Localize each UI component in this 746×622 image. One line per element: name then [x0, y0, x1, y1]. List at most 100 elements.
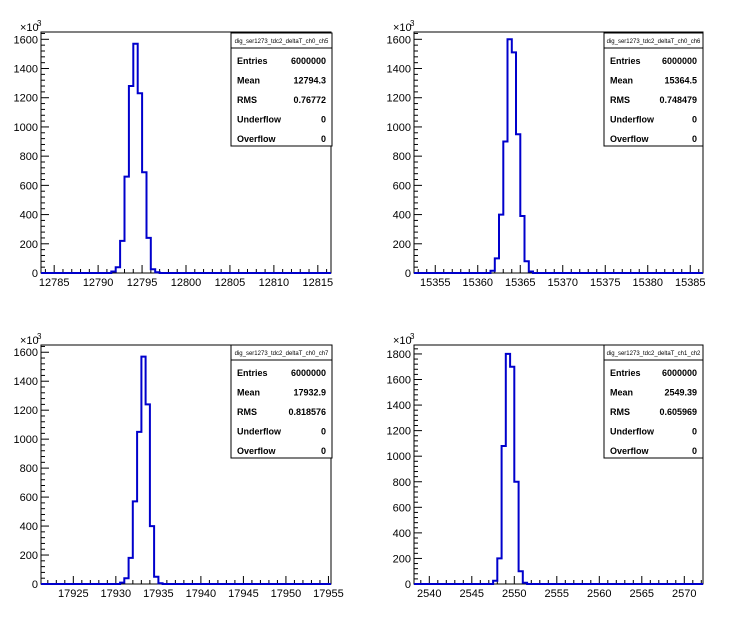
histogram-bin: [146, 404, 150, 584]
y-multiplier-exponent: 3: [410, 332, 415, 341]
stats-value: 0: [692, 427, 697, 437]
y-tick-label: 600: [393, 502, 411, 514]
y-multiplier-label: ×10: [20, 335, 39, 347]
x-tick-label: 2540: [417, 588, 441, 600]
histogram-bin: [129, 558, 133, 584]
histogram-panel-2: 15355 15360 15365 15370 15375 15380 15385 0 200 4…: [387, 19, 706, 289]
x-tick-label: 17925: [58, 588, 89, 600]
y-tick-label: 200: [393, 239, 411, 251]
histogram-bin: [502, 446, 506, 584]
y-tick-label: 400: [393, 210, 411, 222]
histogram-bin: [508, 39, 512, 273]
x-tick-label: 15365: [505, 277, 536, 289]
histogram-bin: [124, 177, 128, 273]
stats-label: Entries: [237, 368, 268, 378]
stats-value: 0: [321, 115, 326, 125]
y-tick-label: 1600: [14, 34, 38, 46]
stats-box-title: dig_ser1273_tdc2_deltaT_ch0_ch5: [235, 39, 329, 45]
histogram-panel-4: 2540 2545 2550 2555 2560 2565 2570 0 200 400 600 80…: [387, 332, 704, 600]
y-tick-label: 400: [393, 528, 411, 540]
y-tick-label: 600: [20, 180, 38, 192]
y-tick-label: 0: [405, 579, 411, 591]
histogram-bin: [519, 571, 523, 584]
stats-label: RMS: [237, 407, 257, 417]
y-tick-label: 0: [32, 579, 38, 591]
histogram-panel-3: 17925 17930 17935 17940 17945 17950 17955 0 200 4…: [14, 332, 344, 600]
histogram-bin: [150, 526, 154, 584]
histogram-bin: [142, 172, 146, 273]
stats-label: Underflow: [237, 427, 282, 437]
stats-label: Mean: [610, 76, 633, 86]
y-tick-label: 1400: [387, 64, 411, 76]
y-tick-label: 1400: [387, 400, 411, 412]
y-tick-label: 1600: [14, 347, 38, 359]
histogram-bin: [133, 44, 137, 273]
histogram-bin: [120, 583, 124, 584]
stats-box: dig_ser1273_tdc2_deltaT_ch1_ch2 Entries 60…: [603, 344, 704, 459]
stats-label: Entries: [610, 56, 641, 66]
stats-value: 6000000: [662, 56, 697, 66]
histogram-bin: [499, 215, 503, 273]
x-tick-label: 17950: [271, 588, 302, 600]
stats-box-frame: [230, 344, 333, 459]
x-tick-label: 12805: [215, 277, 246, 289]
stats-label: Overflow: [237, 134, 277, 144]
y-tick-label: 600: [393, 180, 411, 192]
y-tick-label: 1200: [14, 93, 38, 105]
y-tick-label: 800: [393, 477, 411, 489]
stats-label: RMS: [610, 95, 630, 105]
stats-label: Overflow: [610, 134, 650, 144]
y-multiplier-label: ×10: [393, 335, 412, 347]
histogram-bin: [523, 583, 527, 584]
stats-value: 12794.3: [293, 76, 326, 86]
histogram-bin: [133, 501, 137, 584]
y-multiplier-label: ×10: [393, 22, 412, 34]
histogram-bin: [138, 93, 142, 273]
histogram-bin: [129, 86, 133, 273]
histogram-bin: [491, 271, 495, 273]
histogram-panel-1: 12785 12790 12795 12800 12805 12810 12815 0 200 4…: [14, 19, 334, 289]
y-tick-label: 0: [32, 268, 38, 280]
stats-box-title: dig_ser1273_tdc2_deltaT_ch0_ch6: [607, 39, 701, 45]
histogram-line: [414, 38, 703, 274]
histogram-bin: [124, 578, 128, 584]
histogram-line: [41, 355, 331, 585]
y-multiplier-exponent: 3: [410, 19, 415, 28]
y-tick-label: 1800: [387, 349, 411, 361]
x-tick-label: 17955: [313, 588, 344, 600]
histogram-bin: [529, 272, 533, 273]
histogram-bin: [141, 357, 145, 584]
stats-label: Mean: [237, 388, 260, 398]
histogram-bin: [154, 577, 158, 584]
y-tick-label: 400: [20, 521, 38, 533]
histogram-bin: [155, 272, 159, 273]
stats-value: 0.76772: [293, 95, 326, 105]
y-tick-label: 0: [405, 268, 411, 280]
y-tick-label: 1000: [387, 451, 411, 463]
y-tick-label: 1200: [387, 93, 411, 105]
histogram-bin: [512, 52, 516, 273]
stats-label: Entries: [237, 56, 268, 66]
y-tick-label: 200: [20, 550, 38, 562]
stats-label: Underflow: [610, 427, 655, 437]
stats-value: 0: [692, 115, 697, 125]
stats-label: Mean: [237, 76, 260, 86]
stats-box-frame: [603, 32, 704, 147]
histogram-bin: [495, 258, 499, 273]
stats-value: 0: [321, 134, 326, 144]
x-tick-label: 17930: [101, 588, 132, 600]
histogram-bin: [120, 241, 124, 273]
histogram-bin: [151, 269, 155, 273]
histogram-bin: [525, 261, 529, 273]
x-tick-label: 12785: [39, 277, 70, 289]
y-tick-label: 1200: [387, 426, 411, 438]
stats-value: 0: [692, 446, 697, 456]
y-tick-label: 1600: [387, 34, 411, 46]
stats-value: 0.818576: [288, 407, 326, 417]
x-tick-label: 15375: [590, 277, 621, 289]
stats-label: Overflow: [237, 446, 277, 456]
y-tick-label: 1200: [14, 405, 38, 417]
y-tick-label: 200: [393, 553, 411, 565]
stats-value: 0.605969: [659, 407, 697, 417]
